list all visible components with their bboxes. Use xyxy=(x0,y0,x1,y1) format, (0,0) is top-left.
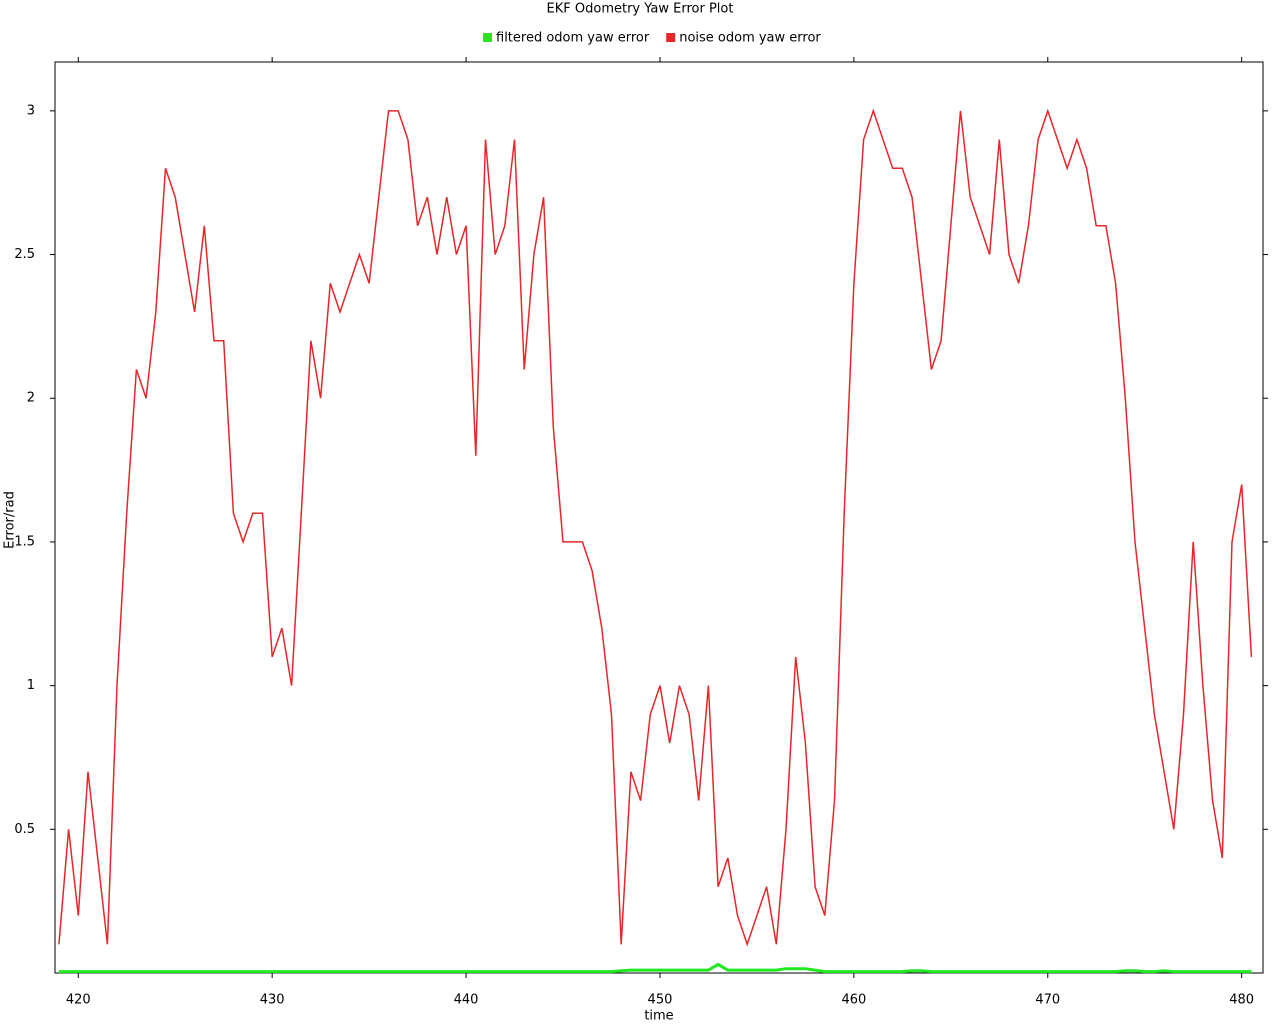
chart-title: EKF Odometry Yaw Error Plot xyxy=(547,2,734,17)
legend-label: noise odom yaw error xyxy=(679,31,821,46)
legend-swatch xyxy=(483,33,492,42)
x-tick-label: 470 xyxy=(1035,993,1060,1008)
y-axis-label: Error/rad xyxy=(3,491,18,549)
x-tick-label: 450 xyxy=(648,993,673,1008)
x-tick-label: 440 xyxy=(454,993,479,1008)
y-tick-label: 1 xyxy=(27,678,35,693)
y-tick-label: 2 xyxy=(27,391,35,406)
series-line xyxy=(58,108,1253,947)
legend-swatch xyxy=(666,33,676,42)
legend: filtered odom yaw error noise odom yaw er… xyxy=(483,31,821,46)
plot-frame xyxy=(54,61,1264,974)
x-tick-label: 480 xyxy=(1229,993,1254,1008)
y-tick-label: 1.5 xyxy=(14,534,35,549)
y-tick-label: 0.5 xyxy=(14,822,35,837)
series-line xyxy=(58,962,1252,974)
legend-label: filtered odom yaw error xyxy=(496,31,650,46)
y-tick-label: 3 xyxy=(27,103,35,118)
x-axis-label: time xyxy=(644,1009,673,1024)
y-tick-label: 2.5 xyxy=(14,247,35,262)
x-tick-label: 420 xyxy=(66,993,91,1008)
x-tick-label: 460 xyxy=(841,993,866,1008)
x-tick-label: 430 xyxy=(260,993,285,1008)
